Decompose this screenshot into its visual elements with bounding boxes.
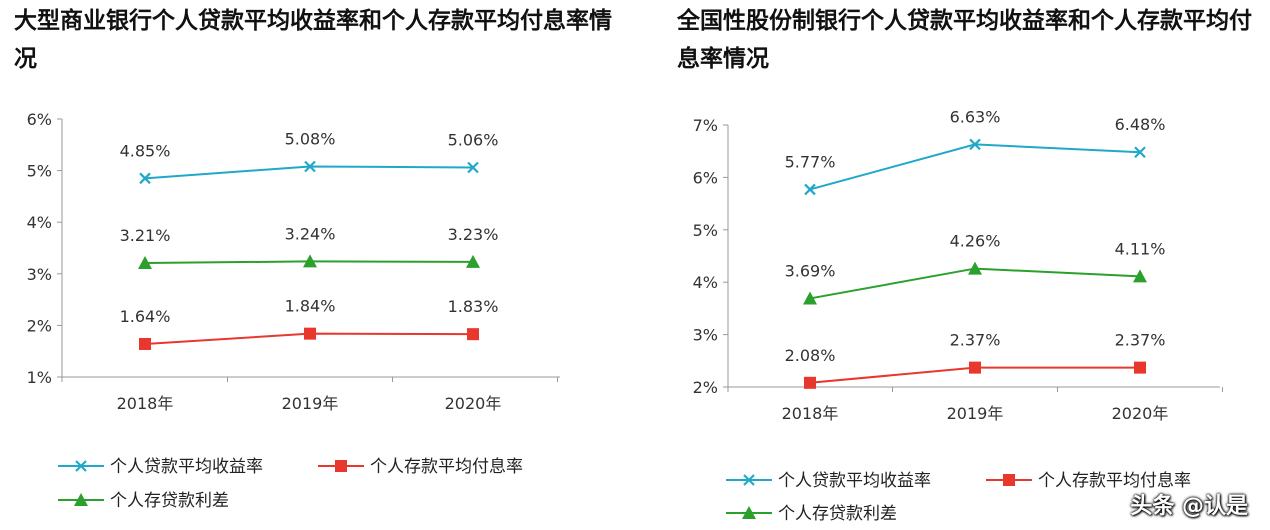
data-label: 1.64%	[120, 307, 171, 326]
x-tick-label: 2018年	[782, 404, 839, 423]
data-point	[969, 361, 981, 374]
legend-item: 个人存款平均付息率	[986, 471, 1191, 491]
data-point	[1134, 146, 1146, 159]
data-label: 2.37%	[950, 331, 1001, 350]
legend-marker	[74, 493, 88, 506]
y-tick-label: 4%	[693, 273, 718, 292]
chart-title: 大型商业银行个人贷款平均收益率和个人存款平均付息率情况	[14, 8, 612, 72]
series-x: 4.85% 5.08% 5.06%	[120, 129, 499, 185]
y-tick-label: 6%	[27, 110, 52, 129]
legend-label: 个人存款平均付息率	[1038, 471, 1191, 491]
y-tick-label: 7%	[693, 116, 718, 135]
legend-item: 个人存款平均付息率	[318, 457, 523, 477]
legend-marker	[1003, 474, 1015, 486]
x-tick-label: 2020年	[445, 394, 502, 413]
data-point	[804, 376, 816, 389]
chart-title: 全国性股份制银行个人贷款平均收益率和个人存款平均付息率情况	[677, 8, 1252, 72]
data-label: 3.23%	[448, 225, 499, 244]
data-label: 1.84%	[285, 297, 336, 316]
y-tick-label: 1%	[27, 368, 52, 387]
data-point	[304, 327, 316, 340]
data-point	[968, 261, 982, 275]
data-point	[138, 255, 152, 269]
y-tick-label: 3%	[693, 326, 718, 345]
data-point	[139, 337, 151, 350]
y-tick-label: 4%	[27, 213, 52, 232]
legend-label: 个人贷款平均收益率	[110, 457, 263, 477]
data-label: 5.08%	[285, 129, 336, 148]
data-label: 3.69%	[785, 261, 836, 280]
data-label: 4.11%	[1115, 239, 1166, 258]
data-label: 6.48%	[1115, 115, 1166, 134]
series-x: 5.77% 6.63% 6.48%	[785, 107, 1166, 196]
y-tick-label: 5%	[693, 221, 718, 240]
data-label: 4.26%	[950, 232, 1001, 251]
data-label: 4.85%	[120, 141, 171, 160]
data-point	[466, 254, 480, 268]
legend-label: 个人存款平均付息率	[370, 457, 523, 477]
series-triangle: 3.69% 4.26% 4.11%	[785, 232, 1166, 305]
data-point	[803, 291, 817, 305]
data-label: 2.37%	[1115, 331, 1166, 350]
legend-marker	[75, 460, 87, 472]
data-label: 3.24%	[285, 224, 336, 243]
data-point	[467, 328, 479, 341]
series-square: 2.08% 2.37% 2.37%	[785, 331, 1166, 389]
data-label: 5.06%	[448, 131, 499, 150]
data-label: 3.21%	[120, 226, 171, 245]
data-label: 2.08%	[785, 346, 836, 365]
y-tick-label: 2%	[693, 378, 718, 397]
data-point	[139, 172, 151, 185]
line-chart-joint-stock-banks: 2% 3% 4% 5% 6% 7% 2018年 2019年 2020年 5.77% 6.63% 6.4…	[693, 107, 1223, 524]
series-line	[809, 143, 1141, 191]
y-tick-label: 3%	[27, 265, 52, 284]
data-point	[1133, 269, 1147, 283]
chart-panel-large-banks: 大型商业银行个人贷款平均收益率和个人存款平均付息率情况 1% 2% 3% 4% 5% 6%…	[14, 8, 612, 511]
legend-item: 个人存贷款利差	[726, 504, 897, 524]
y-tick-label: 5%	[27, 162, 52, 181]
data-point	[304, 160, 316, 173]
y-tick-label: 6%	[693, 168, 718, 187]
data-label: 1.83%	[448, 297, 499, 316]
watermark: 头条 @认是	[1130, 494, 1248, 519]
x-tick-label: 2018年	[117, 394, 174, 413]
legend-item: 个人贷款平均收益率	[726, 471, 931, 491]
legend-marker	[743, 474, 755, 486]
x-tick-label: 2020年	[1112, 404, 1169, 423]
x-tick-label: 2019年	[947, 404, 1004, 423]
legend-item: 个人存贷款利差	[58, 491, 229, 511]
data-label: 5.77%	[785, 152, 836, 171]
legend-label: 个人存贷款利差	[110, 491, 229, 511]
series-square: 1.64% 1.84% 1.83%	[120, 297, 499, 350]
legend-marker	[335, 460, 347, 472]
legend-item: 个人贷款平均收益率	[58, 457, 263, 477]
line-chart-large-banks: 1% 2% 3% 4% 5% 6% 2018年 2019年 2020年 4.85% 5.08% 5.0…	[27, 110, 560, 511]
data-point	[969, 138, 981, 151]
data-point	[804, 183, 816, 196]
legend-label: 个人贷款平均收益率	[778, 471, 931, 491]
data-point	[1134, 361, 1146, 374]
series-triangle: 3.21% 3.24% 3.23%	[120, 224, 499, 269]
chart-panel-joint-stock-banks: 全国性股份制银行个人贷款平均收益率和个人存款平均付息率情况 2% 3% 4% 5% 6%…	[650, 0, 1270, 530]
y-tick-label: 2%	[27, 316, 52, 335]
x-tick-label: 2019年	[282, 394, 339, 413]
data-label: 6.63%	[950, 107, 1001, 126]
legend-label: 个人存贷款利差	[778, 504, 897, 524]
data-point	[303, 254, 317, 268]
legend-marker	[742, 506, 756, 519]
data-point	[467, 161, 479, 174]
